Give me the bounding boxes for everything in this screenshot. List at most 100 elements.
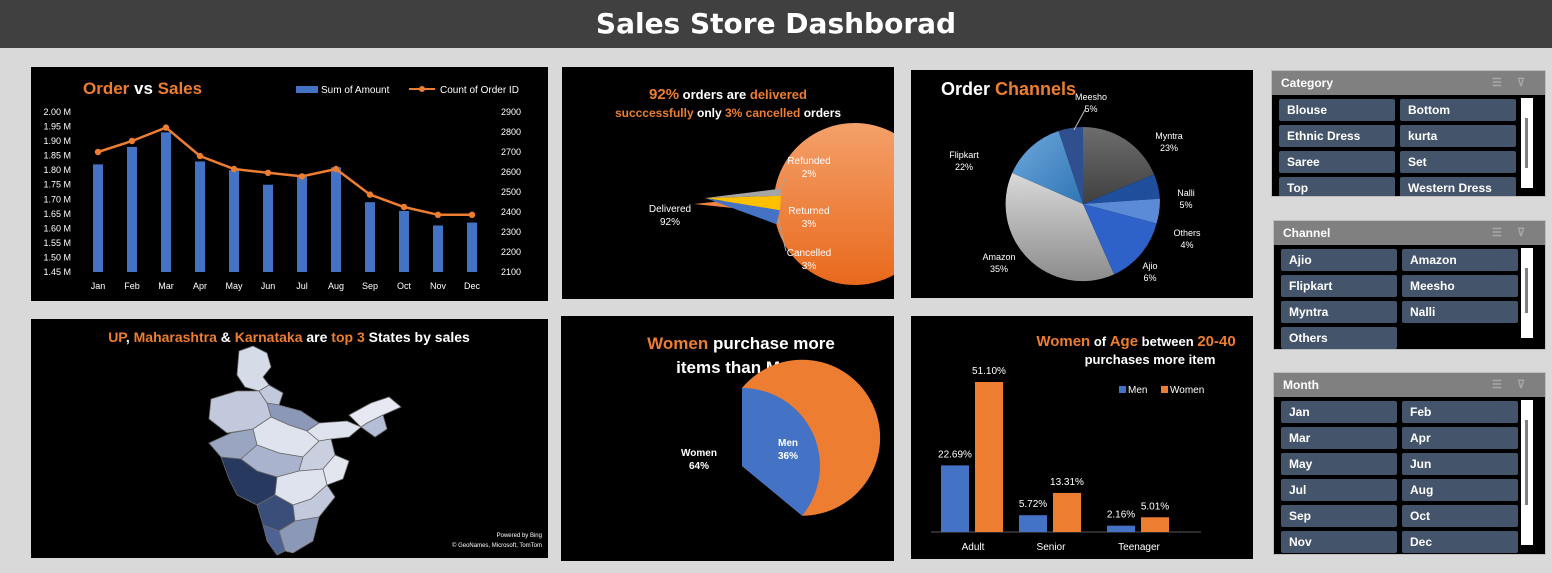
channel-pct-myntra: 23% bbox=[1160, 143, 1178, 153]
legend-men-label: Men bbox=[1128, 385, 1147, 396]
women-value-label: 51.10% bbox=[972, 366, 1006, 377]
order-count-point bbox=[264, 169, 272, 176]
category-slicer-item[interactable]: Saree bbox=[1279, 151, 1395, 173]
left-axis-tick: 1.95 M bbox=[43, 122, 71, 132]
channel-slicer-header: Channel ☰ ⊽ bbox=[1274, 221, 1545, 245]
month-tick: Oct bbox=[397, 281, 412, 291]
category-slicer-item[interactable]: Set bbox=[1400, 151, 1516, 173]
age-group-panel: Women of Age between 20-40 purchases mor… bbox=[911, 316, 1253, 559]
order-count-point bbox=[400, 203, 408, 211]
amount-bar bbox=[433, 225, 443, 272]
month-slicer-header: Month ☰ ⊽ bbox=[1274, 373, 1545, 397]
amount-bar bbox=[297, 176, 307, 272]
month-slicer-item[interactable]: Nov bbox=[1281, 531, 1397, 553]
refunded-pct: 2% bbox=[802, 169, 817, 180]
amount-bar bbox=[93, 164, 103, 272]
month-tick: Feb bbox=[124, 281, 140, 291]
india-map-shape bbox=[208, 345, 402, 556]
age-category-label: Senior bbox=[1037, 542, 1067, 553]
gender-chart: Women purchase more items than Man Women… bbox=[647, 334, 881, 516]
category-slicer-item[interactable]: Top bbox=[1279, 177, 1395, 196]
month-slicer-item[interactable]: Aug bbox=[1402, 479, 1518, 501]
month-slicer-item[interactable]: May bbox=[1281, 453, 1397, 475]
category-slicer-item[interactable]: Western Dress bbox=[1400, 177, 1516, 196]
order-channels-chart: Order Channels Meesho 5% Myntra 23% Flipkart… bbox=[941, 79, 1201, 283]
map-title-karnataka: Karnataka bbox=[235, 329, 303, 345]
returned-pct: 3% bbox=[802, 219, 817, 230]
age-title-women: Women bbox=[1036, 333, 1090, 350]
left-axis-tick: 1.55 M bbox=[43, 238, 71, 248]
channel-slice-ajio bbox=[1083, 204, 1157, 275]
left-axis-tick: 1.80 M bbox=[43, 165, 71, 175]
gender-slice-men bbox=[742, 388, 820, 516]
svg-text:Women purchase more: Women purchase more bbox=[647, 334, 835, 353]
order-count-point bbox=[94, 148, 102, 156]
month-slicer-item[interactable]: Jun bbox=[1402, 453, 1518, 475]
month-slicer-item[interactable]: Jul bbox=[1281, 479, 1397, 501]
category-slicer-item[interactable]: kurta bbox=[1400, 125, 1516, 147]
month-slicer-item[interactable]: Apr bbox=[1402, 427, 1518, 449]
age-title-range: 20-40 bbox=[1197, 333, 1235, 350]
category-slicer-item[interactable]: Blouse bbox=[1279, 99, 1395, 121]
channel-slicer-item[interactable]: Meesho bbox=[1402, 275, 1518, 297]
channel-slicer-items: Ajio Amazon Flipkart Meesho Myntra Nalli Other… bbox=[1281, 249, 1519, 349]
channel-pct-amazon: 35% bbox=[990, 264, 1008, 274]
channel-slicer-scrollbar[interactable] bbox=[1521, 248, 1533, 338]
month-slicer-item[interactable]: Jan bbox=[1281, 401, 1397, 423]
channel-slicer-item[interactable]: Flipkart bbox=[1281, 275, 1397, 297]
left-axis-tick: 1.50 M bbox=[43, 252, 71, 262]
women-label: Women bbox=[681, 448, 717, 459]
sales-title-sales: Sales bbox=[158, 79, 202, 98]
month-slicer-title: Month bbox=[1283, 378, 1319, 392]
amount-bar bbox=[331, 167, 341, 272]
order-count-point bbox=[468, 211, 476, 218]
month-slicer-item[interactable]: Mar bbox=[1281, 427, 1397, 449]
map-title-2: , bbox=[126, 329, 134, 345]
channel-slicer-item[interactable]: Others bbox=[1281, 327, 1397, 349]
map-credit-sources: © GeoNames, Microsoft, TomTom bbox=[452, 542, 542, 549]
amount-bar bbox=[161, 132, 171, 272]
women-bar bbox=[1141, 517, 1169, 532]
channel-pct-meesho: 5% bbox=[1084, 104, 1097, 114]
women-value-label: 13.31% bbox=[1050, 477, 1084, 488]
channel-label-flipkart: Flipkart bbox=[949, 150, 979, 160]
delivery-title-pct: 92% bbox=[649, 86, 679, 103]
channel-slicer-item[interactable]: Nalli bbox=[1402, 301, 1518, 323]
category-slicer-item[interactable]: Ethnic Dress bbox=[1279, 125, 1395, 147]
map-title-8: States by sales bbox=[365, 329, 470, 345]
left-axis-tick: 1.45 M bbox=[43, 267, 71, 277]
women-value-label: 5.01% bbox=[1141, 501, 1169, 512]
month-slicer-item[interactable]: Feb bbox=[1402, 401, 1518, 423]
multi-select-icon[interactable]: ☰ ⊽ bbox=[1492, 379, 1531, 391]
month-tick: Jul bbox=[296, 281, 308, 291]
right-axis-tick: 2100 bbox=[501, 267, 521, 277]
states-map-panel: UP, Maharashtra & Karnataka are top 3 St… bbox=[31, 319, 548, 558]
cancelled-pct: 3% bbox=[802, 261, 817, 272]
amount-bar bbox=[467, 222, 477, 272]
left-axis-tick: 2.00 M bbox=[43, 107, 71, 117]
month-slicer-scrollbar[interactable] bbox=[1521, 400, 1533, 545]
legend-women-label: Women bbox=[1170, 385, 1204, 396]
sales-title-order: Order bbox=[83, 79, 130, 98]
men-bar bbox=[1107, 525, 1135, 532]
channel-slicer-item[interactable]: Ajio bbox=[1281, 249, 1397, 271]
month-tick: May bbox=[225, 281, 243, 291]
month-slicer-item[interactable]: Sep bbox=[1281, 505, 1397, 527]
men-label: Men bbox=[778, 438, 798, 449]
delivery-title-5: only bbox=[694, 106, 725, 120]
month-slicer-item[interactable]: Oct bbox=[1402, 505, 1518, 527]
category-slicer-item[interactable]: Bottom bbox=[1400, 99, 1516, 121]
multi-select-icon[interactable]: ☰ ⊽ bbox=[1492, 227, 1531, 239]
order-count-point bbox=[332, 165, 340, 173]
channel-label-meesho: Meesho bbox=[1075, 92, 1107, 102]
map-title-4: & bbox=[217, 329, 235, 345]
month-tick: Sep bbox=[362, 281, 378, 291]
channel-slicer-item[interactable]: Myntra bbox=[1281, 301, 1397, 323]
month-slicer-item[interactable]: Dec bbox=[1402, 531, 1518, 553]
channel-slicer-item[interactable]: Amazon bbox=[1402, 249, 1518, 271]
category-slicer-scrollbar[interactable] bbox=[1521, 98, 1533, 188]
women-bar bbox=[1053, 492, 1081, 532]
men-pct: 36% bbox=[778, 451, 798, 462]
multi-select-icon[interactable]: ☰ ⊽ bbox=[1492, 77, 1531, 89]
channel-label-amazon: Amazon bbox=[982, 252, 1015, 262]
